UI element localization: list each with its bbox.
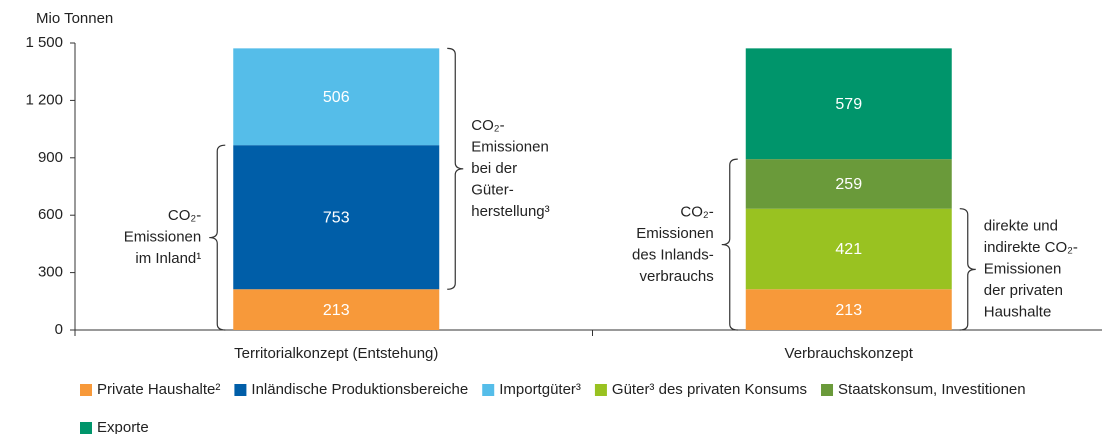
legend-label: Staatskonsum, Investitionen — [838, 381, 1026, 398]
value-label: 213 — [835, 302, 862, 319]
legend-swatch — [80, 422, 92, 434]
annotation: herstellung³ — [471, 203, 549, 220]
value-label: 506 — [323, 89, 350, 106]
legend-swatch — [234, 384, 247, 396]
bar-segment — [233, 145, 440, 290]
legend-label: Importgüter³ — [499, 381, 581, 398]
annotation: CO₂- — [471, 117, 504, 134]
annotation: indirekte CO₂- — [984, 239, 1078, 256]
legend-label: Inländische Produktionsbereiche — [251, 381, 468, 398]
annotation: im Inland¹ — [135, 250, 201, 267]
value-label: 213 — [323, 302, 350, 319]
y-axis-label: Mio Tonnen — [36, 10, 113, 27]
brace — [721, 158, 738, 331]
legend-label: Exporte — [97, 419, 149, 434]
annotation: Emissionen — [636, 225, 714, 242]
value-label: 579 — [835, 96, 862, 113]
annotation: Güter- — [471, 181, 514, 198]
value-label: 259 — [835, 176, 862, 193]
y-tick-label: 600 — [38, 206, 63, 223]
legend-swatch — [482, 384, 495, 396]
bar-segment — [745, 159, 952, 209]
annotation: direkte und — [984, 217, 1058, 234]
annotation: des Inlands- — [632, 246, 714, 263]
brace — [209, 144, 226, 331]
legend-label: Güter³ des privaten Konsums — [612, 381, 807, 398]
bar-segment — [233, 289, 440, 330]
annotation: Emissionen — [471, 138, 549, 155]
annotation: der privaten — [984, 282, 1063, 299]
bar-segment — [745, 289, 952, 330]
x-tick-label: Verbrauchskonzept — [785, 345, 914, 362]
y-tick-label: 300 — [38, 264, 63, 281]
annotation: Emissionen — [124, 229, 202, 246]
y-tick-label: 1 200 — [25, 91, 63, 108]
annotation: Emissionen — [984, 260, 1062, 277]
annotation: verbrauchs — [640, 268, 714, 285]
bar-segment — [233, 48, 440, 146]
legend-swatch — [80, 384, 92, 396]
annotation: bei der — [471, 160, 517, 177]
annotation: Haushalte — [984, 303, 1052, 320]
annotation: CO₂- — [680, 203, 713, 220]
brace — [959, 208, 976, 331]
x-tick-label: Territorialkonzept (Entstehung) — [234, 345, 438, 362]
y-tick-label: 900 — [38, 149, 63, 166]
annotation: CO₂- — [168, 207, 201, 224]
value-label: 753 — [323, 209, 350, 226]
legend-label: Private Haushalte² — [97, 381, 220, 398]
legend-swatch — [594, 384, 607, 396]
value-label: 421 — [835, 241, 862, 258]
bar-segment — [745, 48, 952, 160]
y-tick-label: 1 500 — [25, 34, 63, 51]
brace — [447, 47, 464, 290]
legend-swatch — [821, 384, 834, 396]
bar-segment — [745, 208, 952, 290]
y-tick-label: 0 — [55, 321, 63, 338]
